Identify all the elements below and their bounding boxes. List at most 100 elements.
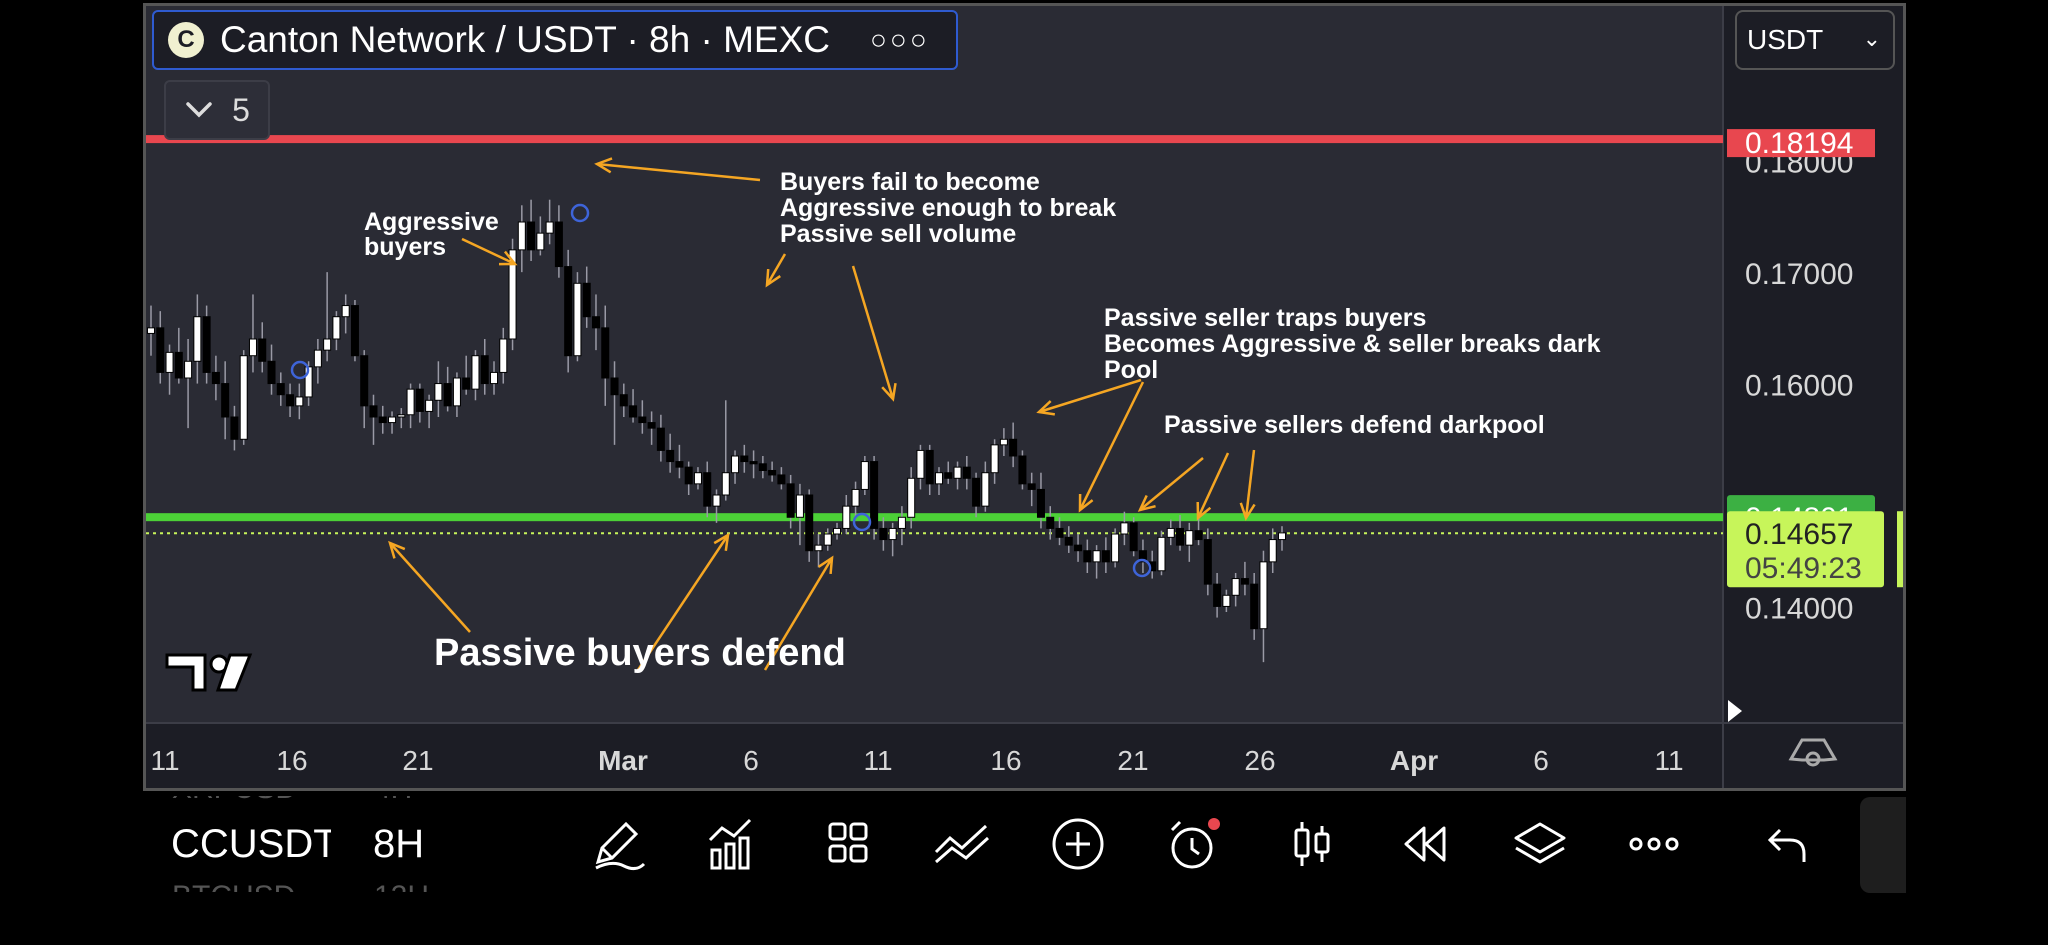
- symbol-picker[interactable]: CCUSDT: [171, 822, 331, 866]
- prev-interval[interactable]: 4H: [374, 796, 412, 806]
- candle: [934, 467, 943, 495]
- candle-body: [174, 351, 183, 379]
- candle: [851, 481, 860, 518]
- candle: [1213, 573, 1222, 618]
- candle: [860, 456, 869, 495]
- currency-label: USDT: [1747, 24, 1824, 55]
- candle-body: [1138, 550, 1147, 563]
- candle: [879, 517, 888, 551]
- next-interval[interactable]: 12H: [374, 880, 429, 892]
- candle-body: [573, 282, 582, 357]
- candle-body: [934, 472, 943, 485]
- candle-body: [193, 316, 202, 362]
- prev-symbol[interactable]: XRPUSD: [172, 796, 297, 806]
- candle: [591, 294, 600, 351]
- candle-body: [805, 494, 814, 552]
- compare-icon[interactable]: [932, 816, 992, 872]
- x-tick-label: Apr: [1390, 745, 1438, 776]
- chart-frame: 0.180000.170000.160000.140000.181940.148…: [143, 3, 1906, 791]
- annotation-arrow: [1239, 449, 1256, 521]
- candle-body: [814, 544, 823, 552]
- annotation-arrow: [388, 540, 471, 633]
- candle: [1222, 589, 1231, 612]
- candle-body: [721, 472, 730, 496]
- candle-body: [1027, 483, 1036, 490]
- undo-icon[interactable]: [1764, 816, 1808, 872]
- resistance-line: [146, 135, 1723, 144]
- add-plus-icon[interactable]: [1050, 816, 1106, 872]
- currency-selector[interactable]: USDT ⌄: [1735, 10, 1895, 70]
- candle-body: [712, 494, 721, 507]
- candle: [805, 489, 814, 562]
- symbol-title: Canton Network / USDT · 8h · MEXC: [220, 19, 830, 60]
- layers-icon[interactable]: [1512, 816, 1568, 872]
- candle: [1036, 472, 1045, 529]
- candle: [184, 339, 193, 429]
- x-tick-label: 11: [863, 745, 892, 776]
- candle: [981, 461, 990, 512]
- candle: [1101, 537, 1110, 573]
- chart-canvas[interactable]: 0.180000.170000.160000.140000.181940.148…: [146, 6, 1903, 788]
- chevron-down-icon: [186, 102, 212, 118]
- settings-hex-icon: [1788, 738, 1838, 762]
- candle-body: [1268, 539, 1277, 563]
- candle-type-icon[interactable]: [1292, 816, 1332, 872]
- candle-body: [647, 422, 656, 429]
- annotation-aggressive-buyers: Aggressive: [364, 208, 499, 236]
- plot-area: [146, 6, 1723, 723]
- support-line: [146, 513, 1723, 522]
- indicator-count: 5: [232, 91, 250, 128]
- candle-body: [582, 282, 591, 318]
- candle-body: [508, 249, 517, 340]
- candle-body: [434, 383, 443, 401]
- candle-body: [267, 360, 276, 385]
- candle-body: [443, 383, 452, 407]
- replay-rewind-icon[interactable]: [1400, 816, 1450, 872]
- annotation-buyers-fail: Aggressive enough to break: [780, 194, 1116, 222]
- candle: [1268, 528, 1277, 573]
- layout-grid-icon[interactable]: [826, 816, 870, 872]
- candle: [1055, 517, 1064, 546]
- candle: [990, 439, 999, 484]
- annotation-buyers-fail: Passive sell volume: [780, 220, 1016, 248]
- event-marker: [570, 203, 590, 223]
- symbol-title-bar[interactable]: C Canton Network / USDT · 8h · MEXC ○○○: [152, 10, 958, 70]
- candle-body: [1111, 533, 1120, 563]
- candle-body: [156, 327, 165, 373]
- more-options-icon[interactable]: ○○○: [870, 24, 930, 55]
- candle-body: [684, 466, 693, 485]
- candle-body: [462, 377, 471, 390]
- interval-picker[interactable]: 8H: [373, 822, 425, 866]
- candle: [1120, 511, 1129, 546]
- candle: [360, 350, 369, 429]
- toolbar-scroll-handle[interactable]: [1860, 797, 1906, 893]
- candle: [248, 294, 257, 373]
- candle: [1111, 528, 1120, 568]
- alarm-clock-icon[interactable]: [1166, 816, 1222, 872]
- candle-body: [295, 396, 304, 407]
- countdown-label: 05:49:23: [1745, 552, 1862, 585]
- candle-body: [480, 355, 489, 385]
- annotation-arrow: [1078, 381, 1145, 513]
- candle: [1203, 528, 1212, 596]
- candle: [406, 383, 415, 429]
- candle: [768, 461, 777, 482]
- candle: [545, 199, 554, 245]
- candle: [1018, 450, 1027, 490]
- candle: [1166, 519, 1175, 546]
- indicators-collapse-button[interactable]: 5: [164, 80, 270, 140]
- candle: [962, 456, 971, 490]
- annotation-arrow: [1196, 452, 1230, 521]
- candle-body: [230, 416, 239, 440]
- next-symbol[interactable]: BTCUSD: [172, 880, 295, 892]
- candle-body: [545, 221, 554, 234]
- candle: [202, 305, 211, 384]
- annotation-seller-traps: Becomes Aggressive & seller breaks dark: [1104, 330, 1601, 358]
- indicators-icon[interactable]: [706, 816, 756, 872]
- candle-body: [953, 466, 962, 479]
- candle-body: [499, 338, 508, 373]
- candle: [647, 411, 656, 445]
- draw-pencil-icon[interactable]: [588, 816, 648, 872]
- more-horizontal-icon[interactable]: [1626, 816, 1682, 872]
- candle: [1129, 517, 1138, 557]
